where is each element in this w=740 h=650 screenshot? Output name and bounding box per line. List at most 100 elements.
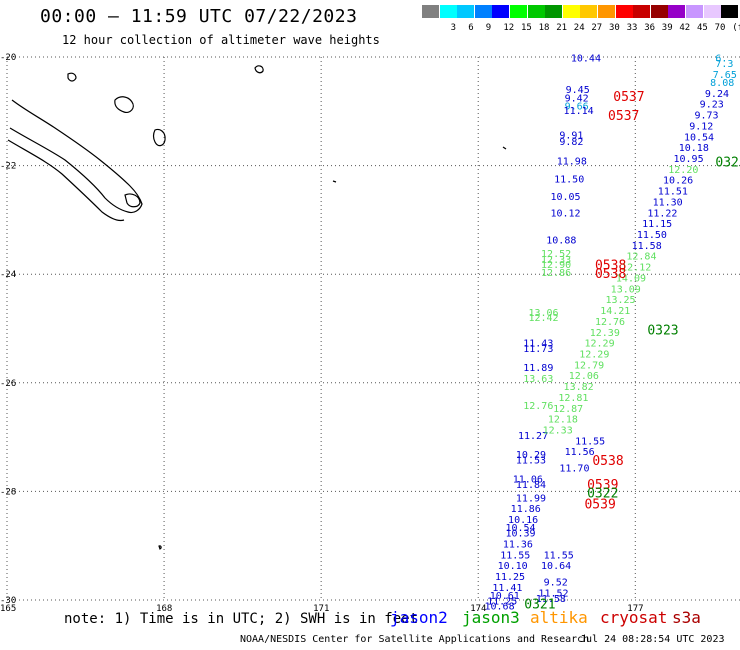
wave-height-label: 11.70 <box>559 464 589 475</box>
loyalty-island-1 <box>114 96 134 113</box>
chart-title: 00:00 — 11:59 UTC 07/22/2023 <box>40 6 358 27</box>
wave-height-label: 12.87 <box>553 404 583 415</box>
wave-height-label: 11.41 <box>492 583 522 594</box>
wave-height-label: 11.51 <box>658 187 688 198</box>
wave-height-label: 10.88 <box>546 235 576 246</box>
wave-height-label: 12.18 <box>548 415 578 426</box>
wave-height-label: 12.33 <box>543 425 573 436</box>
wave-height-label: 11.50 <box>554 175 584 186</box>
legend-swatch <box>580 5 598 18</box>
legend-swatch <box>686 5 703 18</box>
wave-height-label: 11.25 <box>495 572 525 583</box>
wave-height-label: 10.54 <box>505 523 535 534</box>
wave-height-label: 11.86 <box>511 504 541 515</box>
legend-swatch-label: 42 <box>679 23 691 33</box>
wave-height-label: 11.55 <box>544 550 574 561</box>
wave-height-label: 12.20 <box>668 165 698 176</box>
satellite-legend-item: jason2 <box>390 608 448 627</box>
wave-height-label: 9.91 <box>559 131 583 142</box>
wave-height-label: 11.52 <box>538 588 568 599</box>
wave-height-label: 12.79 <box>574 360 604 371</box>
wave-height-label: 12.52 <box>541 249 571 260</box>
isle-of-pines <box>124 193 141 208</box>
pass-time-label: 0323 <box>715 155 740 170</box>
wave-height-label: 12.42 <box>528 313 558 324</box>
walpole-islet <box>332 180 337 183</box>
pass-time-label: 0539 <box>584 497 615 512</box>
legend-swatch <box>721 5 739 18</box>
legend-swatch-label: 27 <box>591 23 603 33</box>
legend-swatch <box>545 5 563 18</box>
wave-height-label: 14.21 <box>600 306 630 317</box>
legend-swatch-label: 12 <box>503 23 515 33</box>
norfolk-islet <box>158 545 162 550</box>
wave-height-label: 11.06 <box>513 474 543 485</box>
wave-height-label: 10.44 <box>571 54 601 65</box>
wave-height-label: 9.82 <box>559 137 583 148</box>
legend-swatch-label: 18 <box>538 23 550 33</box>
wave-height-label: 11.98 <box>557 157 587 168</box>
legend-swatch-label: 30 <box>609 23 620 33</box>
wave-height-label: 13.82 <box>564 382 594 393</box>
wave-height-label: 9.42 <box>565 94 589 105</box>
wave-height-label: 10.95 <box>674 154 704 165</box>
satellite-legend-item: cryosat <box>600 608 668 627</box>
wave-height-label: 9.66 <box>565 101 589 112</box>
wave-height-label: 11.22 <box>647 208 677 219</box>
legend-swatch-label: 9 <box>485 23 492 33</box>
wave-height-label: 11.50 <box>637 230 667 241</box>
loyalty-island-3 <box>67 72 77 82</box>
x-tick-label: 168 <box>156 604 172 614</box>
wave-height-label: 11.89 <box>523 363 553 374</box>
pass-time-label: 0537 <box>608 109 639 124</box>
x-tick-label: 174 <box>470 604 486 614</box>
legend-swatch-label: 3 <box>450 23 457 33</box>
wave-height-label: 10.12 <box>550 208 580 219</box>
legend-swatch <box>650 5 668 18</box>
wave-height-label: 11.55 <box>500 550 530 561</box>
y-tick-label: -22 <box>0 162 16 172</box>
wave-height-label: 10.54 <box>684 132 714 143</box>
wave-height-label: 11.73 <box>523 344 553 355</box>
wave-height-label: 6. <box>715 54 727 65</box>
pass-time-label: 0321 <box>524 597 555 612</box>
wave-height-label: 7.65 <box>713 70 737 81</box>
legend-swatch <box>703 5 721 18</box>
wave-height-label: 12.84 <box>626 252 656 263</box>
hunter-islet <box>502 146 507 150</box>
y-tick-label: -24 <box>0 270 16 280</box>
wave-height-label: 11.27 <box>518 431 548 442</box>
new-caledonia-inner <box>7 139 125 222</box>
grid-lines <box>6 56 740 601</box>
legend-swatch-label: 33 <box>626 23 638 33</box>
legend-swatch <box>633 5 651 18</box>
wave-height-label: 11.56 <box>565 447 595 458</box>
wave-height-label: 7.3 <box>715 59 733 70</box>
wave-height-label: 13.06 <box>528 308 558 319</box>
pass-time-label: 0538 <box>595 267 626 282</box>
wave-height-label: 9.23 <box>700 100 724 111</box>
legend-swatch-label: 21 <box>556 23 568 33</box>
y-tick-label: -26 <box>0 379 16 389</box>
wave-height-label: 12.29 <box>584 339 614 350</box>
pass-time-label: 0322 <box>587 486 618 501</box>
wave-height-label: 9.45 <box>566 85 590 96</box>
credit-text: NOAA/NESDIS Center for Satellite Applica… <box>240 634 590 645</box>
wave-height-label: 10.18 <box>679 143 709 154</box>
pass-time-label: 0538 <box>595 258 626 273</box>
wave-height-label: 9.73 <box>694 111 718 122</box>
pass-time-label: 0538 <box>592 454 623 469</box>
wave-height-label: 12.29 <box>579 349 609 360</box>
wave-height-label: 11.84 <box>516 480 546 491</box>
wave-height-label: 12.12 <box>621 263 651 274</box>
wave-height-label: 12.76 <box>595 317 625 328</box>
wave-height-label: 11.14 <box>564 106 594 117</box>
chart-subtitle: 12 hour collection of altimeter wave hei… <box>62 33 380 47</box>
legend-swatch-label: 24 <box>573 23 585 33</box>
wave-height-label: 11.58 <box>536 594 566 605</box>
x-tick-label: 165 <box>0 604 16 614</box>
wave-height-label: 11.25 <box>487 597 517 608</box>
wave-height-label: 12.76 <box>523 401 553 412</box>
wave-height-label: 10.10 <box>498 561 528 572</box>
